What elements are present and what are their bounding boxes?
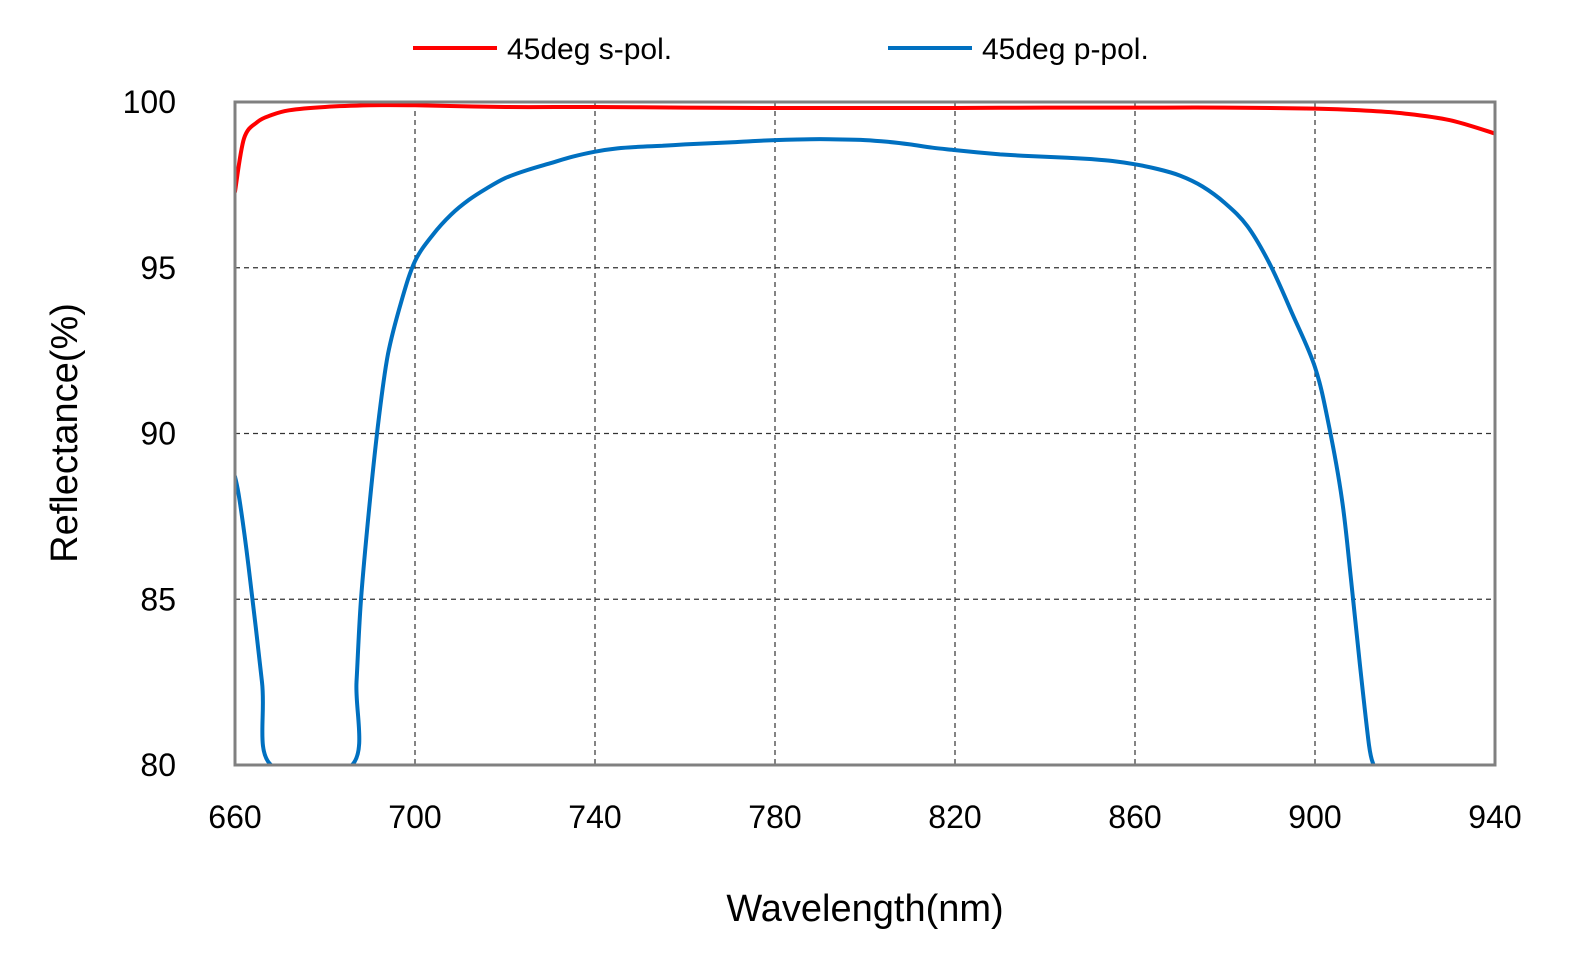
grid	[235, 102, 1495, 765]
y-tick-label: 85	[140, 581, 176, 617]
y-tick-label: 100	[123, 84, 176, 120]
legend-label-s-pol: 45deg s-pol.	[507, 33, 672, 66]
x-tick-label: 700	[388, 799, 441, 835]
x-tick-label: 740	[568, 799, 621, 835]
plot-border	[233, 100, 1497, 767]
series-line-p-pol	[235, 137, 1376, 765]
x-tick-label: 940	[1468, 799, 1521, 835]
y-tick-label: 90	[140, 416, 176, 452]
y-tick-label: 95	[140, 250, 176, 286]
legend: 45deg s-pol. 45deg p-pol.	[413, 33, 1149, 66]
y-axis-title: Reflectance(%)	[44, 303, 86, 563]
y-tick-labels: 80 85 90 95 100	[123, 84, 176, 783]
series-line-s-pol	[235, 103, 1495, 194]
x-tick-labels: 660 700 740 780 820 860 900 940	[208, 799, 1521, 835]
x-tick-label: 860	[1108, 799, 1161, 835]
y-tick-label: 80	[140, 747, 176, 783]
x-tick-label: 900	[1288, 799, 1341, 835]
series-lines	[235, 103, 1495, 765]
x-tick-label: 660	[208, 799, 261, 835]
x-tick-label: 780	[748, 799, 801, 835]
x-axis-title: Wavelength(nm)	[726, 888, 1003, 930]
x-tick-label: 820	[928, 799, 981, 835]
legend-label-p-pol: 45deg p-pol.	[982, 33, 1149, 66]
